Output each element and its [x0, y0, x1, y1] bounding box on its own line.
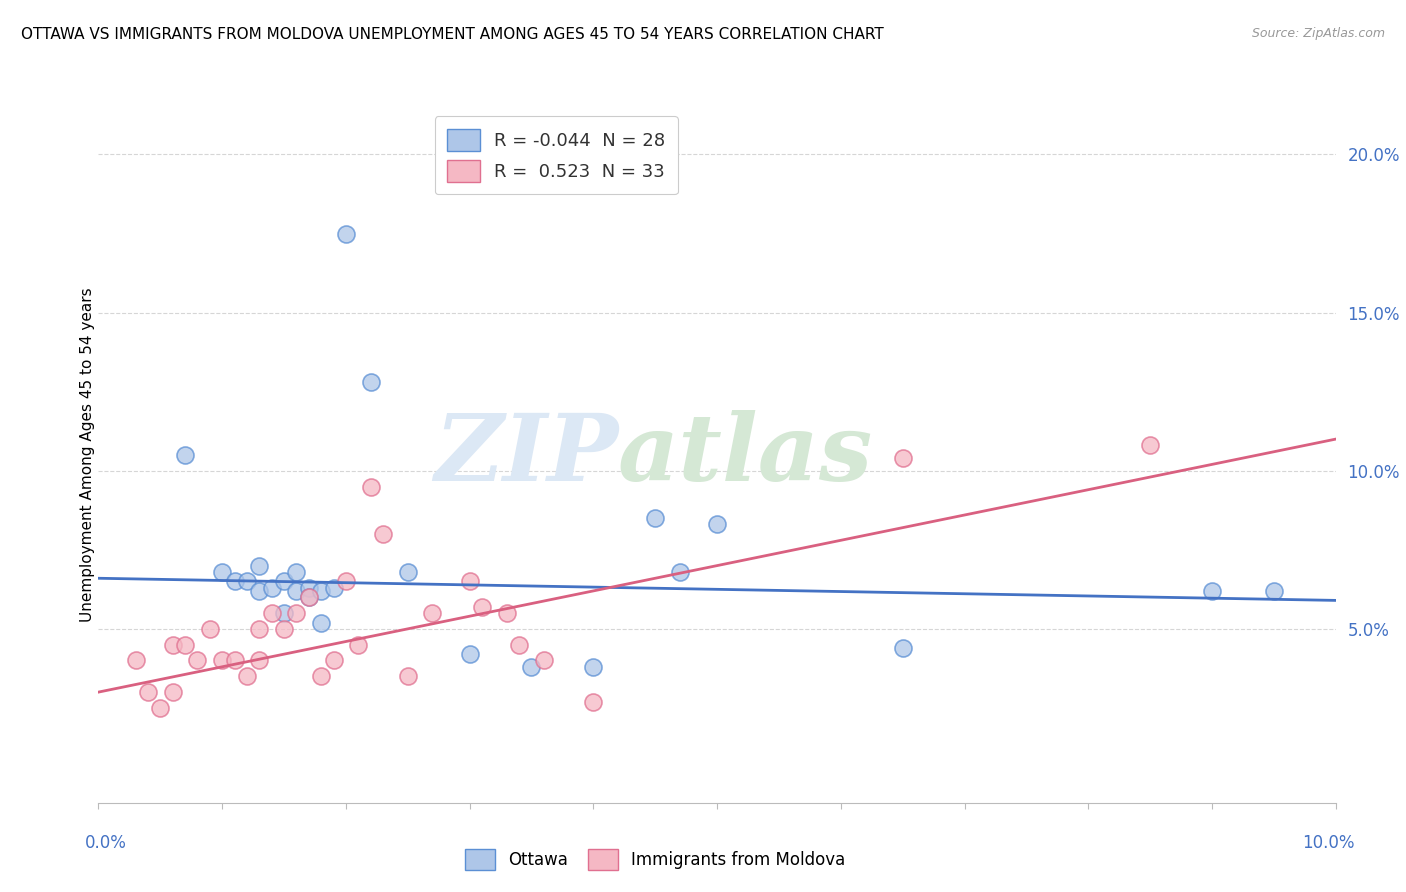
- Point: [360, 375, 382, 389]
- Point: [347, 638, 370, 652]
- Point: [260, 606, 283, 620]
- Point: [211, 565, 233, 579]
- Point: [224, 574, 246, 589]
- Point: [335, 227, 357, 241]
- Point: [471, 599, 494, 614]
- Point: [247, 583, 270, 598]
- Point: [247, 622, 270, 636]
- Text: Source: ZipAtlas.com: Source: ZipAtlas.com: [1251, 27, 1385, 40]
- Point: [582, 660, 605, 674]
- Point: [273, 622, 295, 636]
- Point: [309, 615, 332, 630]
- Point: [298, 581, 321, 595]
- Point: [224, 653, 246, 667]
- Point: [236, 574, 259, 589]
- Point: [891, 640, 914, 655]
- Y-axis label: Unemployment Among Ages 45 to 54 years: Unemployment Among Ages 45 to 54 years: [80, 287, 94, 623]
- Text: ZIP: ZIP: [434, 410, 619, 500]
- Point: [273, 574, 295, 589]
- Point: [136, 685, 159, 699]
- Point: [458, 647, 481, 661]
- Point: [285, 583, 308, 598]
- Point: [162, 685, 184, 699]
- Point: [669, 565, 692, 579]
- Point: [298, 591, 321, 605]
- Point: [458, 574, 481, 589]
- Point: [1263, 583, 1285, 598]
- Point: [273, 606, 295, 620]
- Point: [309, 583, 332, 598]
- Text: 10.0%: 10.0%: [1302, 834, 1355, 852]
- Point: [422, 606, 444, 620]
- Text: atlas: atlas: [619, 410, 873, 500]
- Point: [508, 638, 530, 652]
- Legend: Ottawa, Immigrants from Moldova: Ottawa, Immigrants from Moldova: [457, 841, 853, 878]
- Point: [174, 638, 197, 652]
- Point: [891, 451, 914, 466]
- Point: [396, 669, 419, 683]
- Point: [360, 479, 382, 493]
- Point: [1139, 438, 1161, 452]
- Point: [174, 448, 197, 462]
- Point: [396, 565, 419, 579]
- Point: [371, 527, 394, 541]
- Point: [186, 653, 208, 667]
- Point: [285, 565, 308, 579]
- Point: [124, 653, 146, 667]
- Point: [198, 622, 221, 636]
- Point: [322, 581, 344, 595]
- Point: [335, 574, 357, 589]
- Point: [247, 653, 270, 667]
- Point: [247, 558, 270, 573]
- Point: [582, 695, 605, 709]
- Point: [298, 591, 321, 605]
- Point: [520, 660, 543, 674]
- Point: [309, 669, 332, 683]
- Point: [644, 511, 666, 525]
- Point: [211, 653, 233, 667]
- Point: [533, 653, 555, 667]
- Point: [495, 606, 517, 620]
- Point: [322, 653, 344, 667]
- Point: [1201, 583, 1223, 598]
- Point: [285, 606, 308, 620]
- Point: [149, 701, 172, 715]
- Point: [706, 517, 728, 532]
- Point: [236, 669, 259, 683]
- Text: 0.0%: 0.0%: [84, 834, 127, 852]
- Text: OTTAWA VS IMMIGRANTS FROM MOLDOVA UNEMPLOYMENT AMONG AGES 45 TO 54 YEARS CORRELA: OTTAWA VS IMMIGRANTS FROM MOLDOVA UNEMPL…: [21, 27, 884, 42]
- Point: [162, 638, 184, 652]
- Point: [260, 581, 283, 595]
